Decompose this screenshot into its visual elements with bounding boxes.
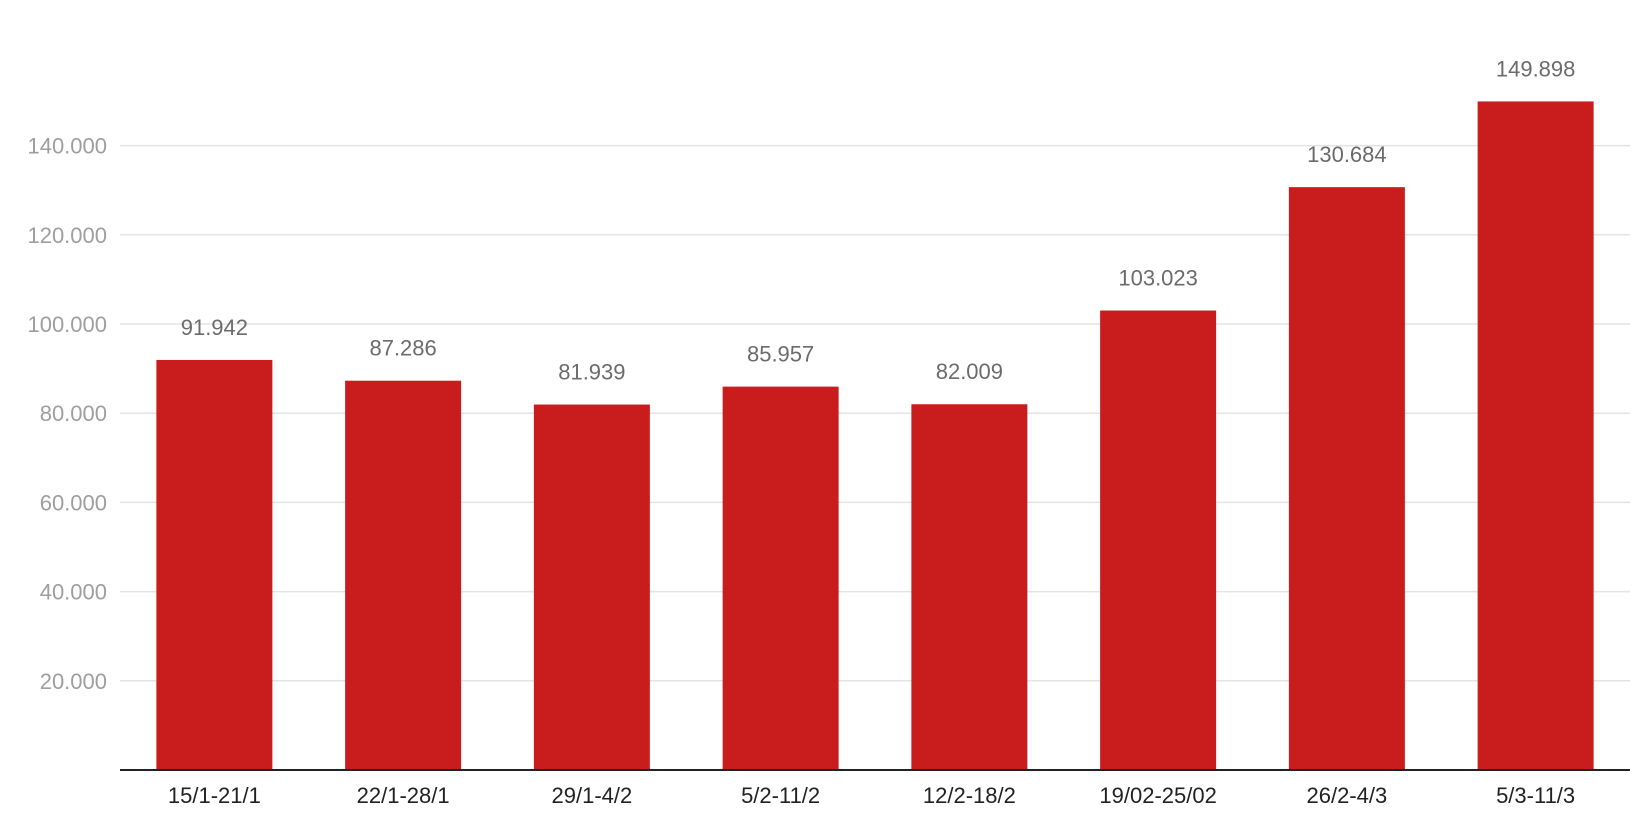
x-tick-label-6: 26/2-4/3	[1307, 783, 1388, 808]
data-label-7: 149.898	[1496, 56, 1576, 81]
y-axis-ticks: 20.000 40.000 60.000 80.000 100.000 120.000 14…	[27, 134, 107, 694]
y-tick-label-0: 20.000	[40, 669, 107, 694]
bar-3	[722, 386, 839, 770]
bar-4	[911, 404, 1028, 770]
bars	[156, 101, 1594, 771]
x-tick-label-4: 12/2-18/2	[923, 783, 1016, 808]
data-label-3: 85.957	[747, 342, 814, 367]
bar-6	[1288, 187, 1405, 770]
data-label-0: 91.942	[181, 315, 248, 340]
x-tick-label-7: 5/3-11/3	[1496, 783, 1575, 808]
y-tick-label-6: 140.000	[27, 134, 107, 159]
y-tick-label-1: 40.000	[40, 580, 107, 605]
y-tick-label-2: 60.000	[40, 490, 107, 515]
data-label-5: 103.023	[1118, 266, 1198, 291]
y-tick-label-4: 100.000	[27, 312, 107, 337]
bar-5	[1100, 310, 1217, 770]
data-label-2: 81.939	[558, 360, 625, 385]
x-tick-label-2: 29/1-4/2	[552, 783, 633, 808]
x-tick-label-3: 5/2-11/2	[741, 783, 820, 808]
y-tick-label-3: 80.000	[40, 401, 107, 426]
x-tick-label-5: 19/02-25/02	[1099, 783, 1216, 808]
bar-0	[156, 359, 273, 770]
x-tick-label-0: 15/1-21/1	[168, 783, 261, 808]
x-tick-label-1: 22/1-28/1	[357, 783, 450, 808]
data-label-4: 82.009	[936, 359, 1003, 384]
bar-2	[533, 404, 650, 770]
y-tick-label-5: 120.000	[27, 223, 107, 248]
x-axis-ticks: 15/1-21/1 22/1-28/1 29/1-4/2 5/2-11/2 12/2-1…	[168, 783, 1575, 808]
bar-1	[345, 380, 462, 770]
bar-7	[1477, 101, 1594, 771]
data-labels: 91.942 87.286 81.939 85.957 82.009 103.023 130…	[181, 56, 1576, 384]
data-label-1: 87.286	[369, 336, 436, 361]
data-label-6: 130.684	[1307, 142, 1387, 167]
